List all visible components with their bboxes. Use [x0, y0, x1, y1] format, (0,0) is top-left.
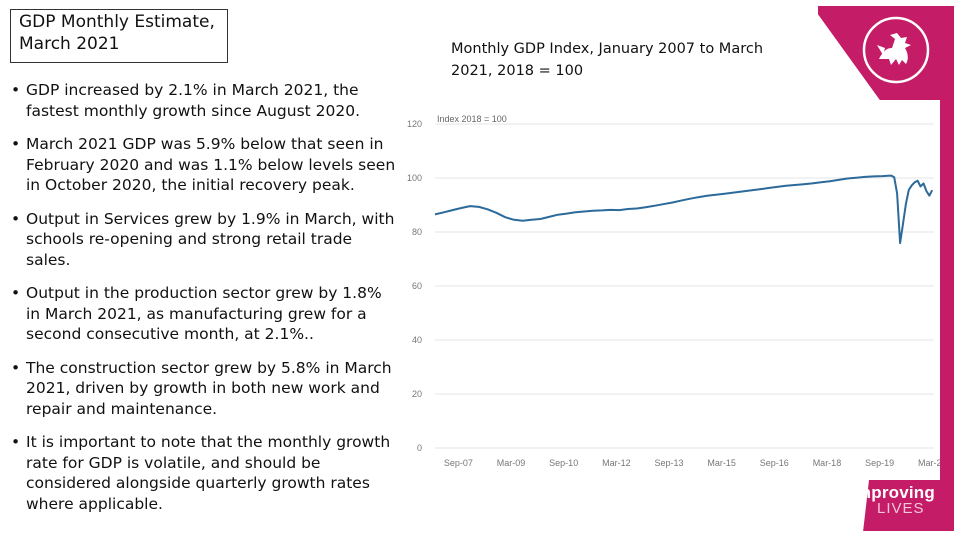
bullet-item: March 2021 GDP was 5.9% below that seen … [8, 134, 400, 196]
x-tick-label: Sep-19 [865, 458, 894, 468]
x-tick-label: Sep-16 [760, 458, 789, 468]
gdp-line-chart: Index 2018 = 100 0 20 40 60 80 100 120 Sep-07 M… [400, 100, 947, 484]
x-tick-label: Mar-21 [918, 458, 940, 468]
bullet-item: The construction sector grew by 5.8% in … [8, 358, 400, 420]
y-tick-label: 80 [412, 227, 422, 237]
y-tick-label: 100 [407, 173, 422, 183]
bullet-item: GDP increased by 2.1% in March 2021, the… [8, 80, 400, 121]
bullet-list: GDP increased by 2.1% in March 2021, the… [8, 80, 400, 527]
bullet-item: Output in Services grew by 1.9% in March… [8, 209, 400, 271]
chart-title: Monthly GDP Index, January 2007 to March… [451, 41, 764, 79]
x-tick-label: Sep-13 [654, 458, 683, 468]
x-tick-label: Sep-10 [549, 458, 578, 468]
x-tick-label: Mar-12 [602, 458, 631, 468]
bullet-item: It is important to note that the monthly… [8, 432, 400, 514]
brand-improving-text: Improving [851, 483, 935, 502]
y-tick-label: 20 [412, 389, 422, 399]
x-tick-label: Mar-18 [813, 458, 842, 468]
x-tick-label: Mar-15 [707, 458, 736, 468]
chart-subtitle: Index 2018 = 100 [437, 114, 507, 124]
y-tick-label: 120 [407, 119, 422, 129]
y-tick-label: 60 [412, 281, 422, 291]
bullet-item: Output in the production sector grew by … [8, 283, 400, 345]
brand-lives-text: LIVES [877, 500, 925, 517]
x-tick-label: Mar-09 [497, 458, 526, 468]
gdp-index-line [434, 174, 934, 245]
band-divider [812, 6, 818, 100]
x-tick-label: Sep-07 [444, 458, 473, 468]
dragon-icon [861, 15, 931, 85]
slide-title: GDP Monthly Estimate, March 2021 [10, 9, 228, 63]
y-tick-label: 0 [417, 443, 422, 453]
y-tick-label: 40 [412, 335, 422, 345]
